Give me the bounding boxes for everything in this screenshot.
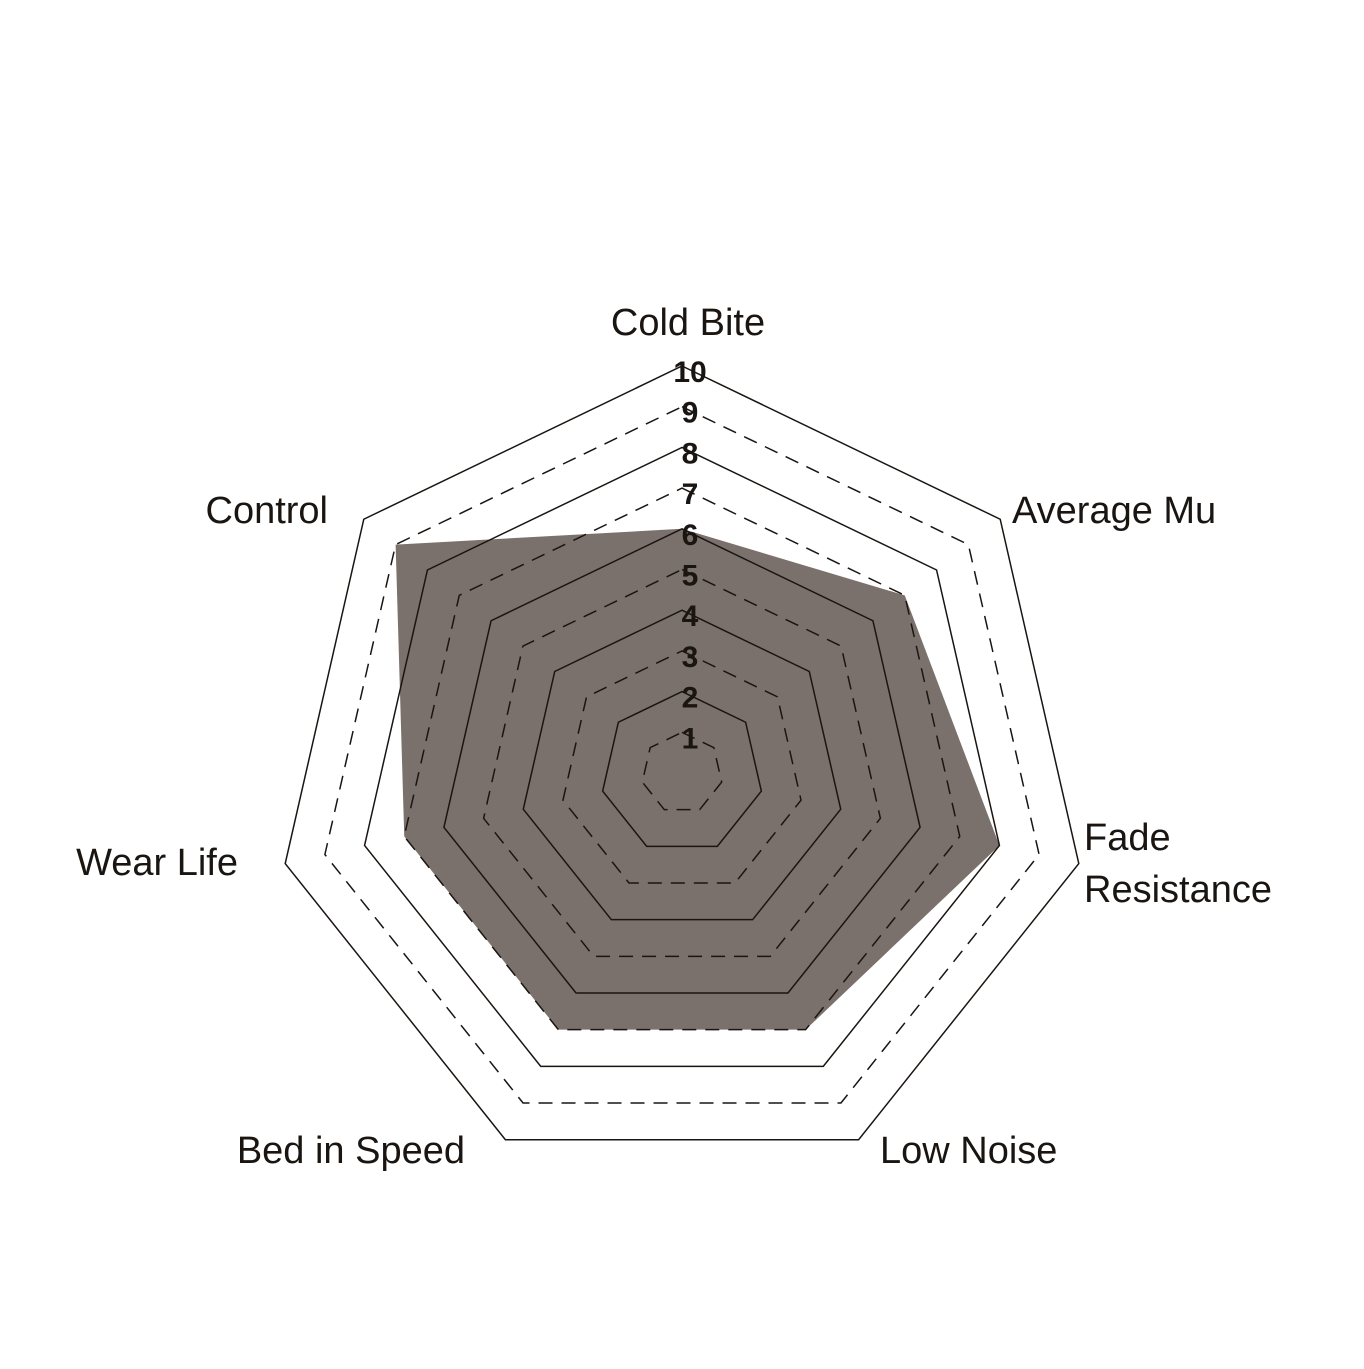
tick-label: 8 xyxy=(682,437,699,470)
tick-label: 10 xyxy=(673,356,706,389)
grid-ring-7 xyxy=(403,487,961,1031)
tick-label: 2 xyxy=(682,682,699,715)
grid-ring-4 xyxy=(522,609,842,921)
axis-label: Low Noise xyxy=(880,1130,1057,1172)
grid-ring-8 xyxy=(363,446,1001,1068)
axis-label: Fade Resistance xyxy=(1084,817,1272,911)
axis-label: Cold Bite xyxy=(611,302,765,344)
grid-ring-1 xyxy=(641,731,723,811)
tick-label: 4 xyxy=(682,600,699,633)
grid-ring-3 xyxy=(562,650,802,884)
axis-label: Wear Life xyxy=(76,842,238,884)
tick-label: 6 xyxy=(682,519,699,552)
tick-label: 1 xyxy=(682,722,699,755)
axis-label: Average Mu xyxy=(1012,490,1216,532)
grid-ring-10 xyxy=(284,365,1080,1141)
tick-label: 9 xyxy=(682,397,699,430)
tick-label: 3 xyxy=(682,641,699,674)
tick-label: 5 xyxy=(682,560,699,593)
grid-ring-6 xyxy=(443,527,921,994)
data-area xyxy=(395,528,1000,1030)
grid-ring-9 xyxy=(324,405,1040,1104)
axis-label: Bed in Speed xyxy=(237,1130,465,1172)
axis-label: Control xyxy=(206,490,329,532)
tick-label: 7 xyxy=(682,478,699,511)
grid-ring-2 xyxy=(601,690,763,848)
